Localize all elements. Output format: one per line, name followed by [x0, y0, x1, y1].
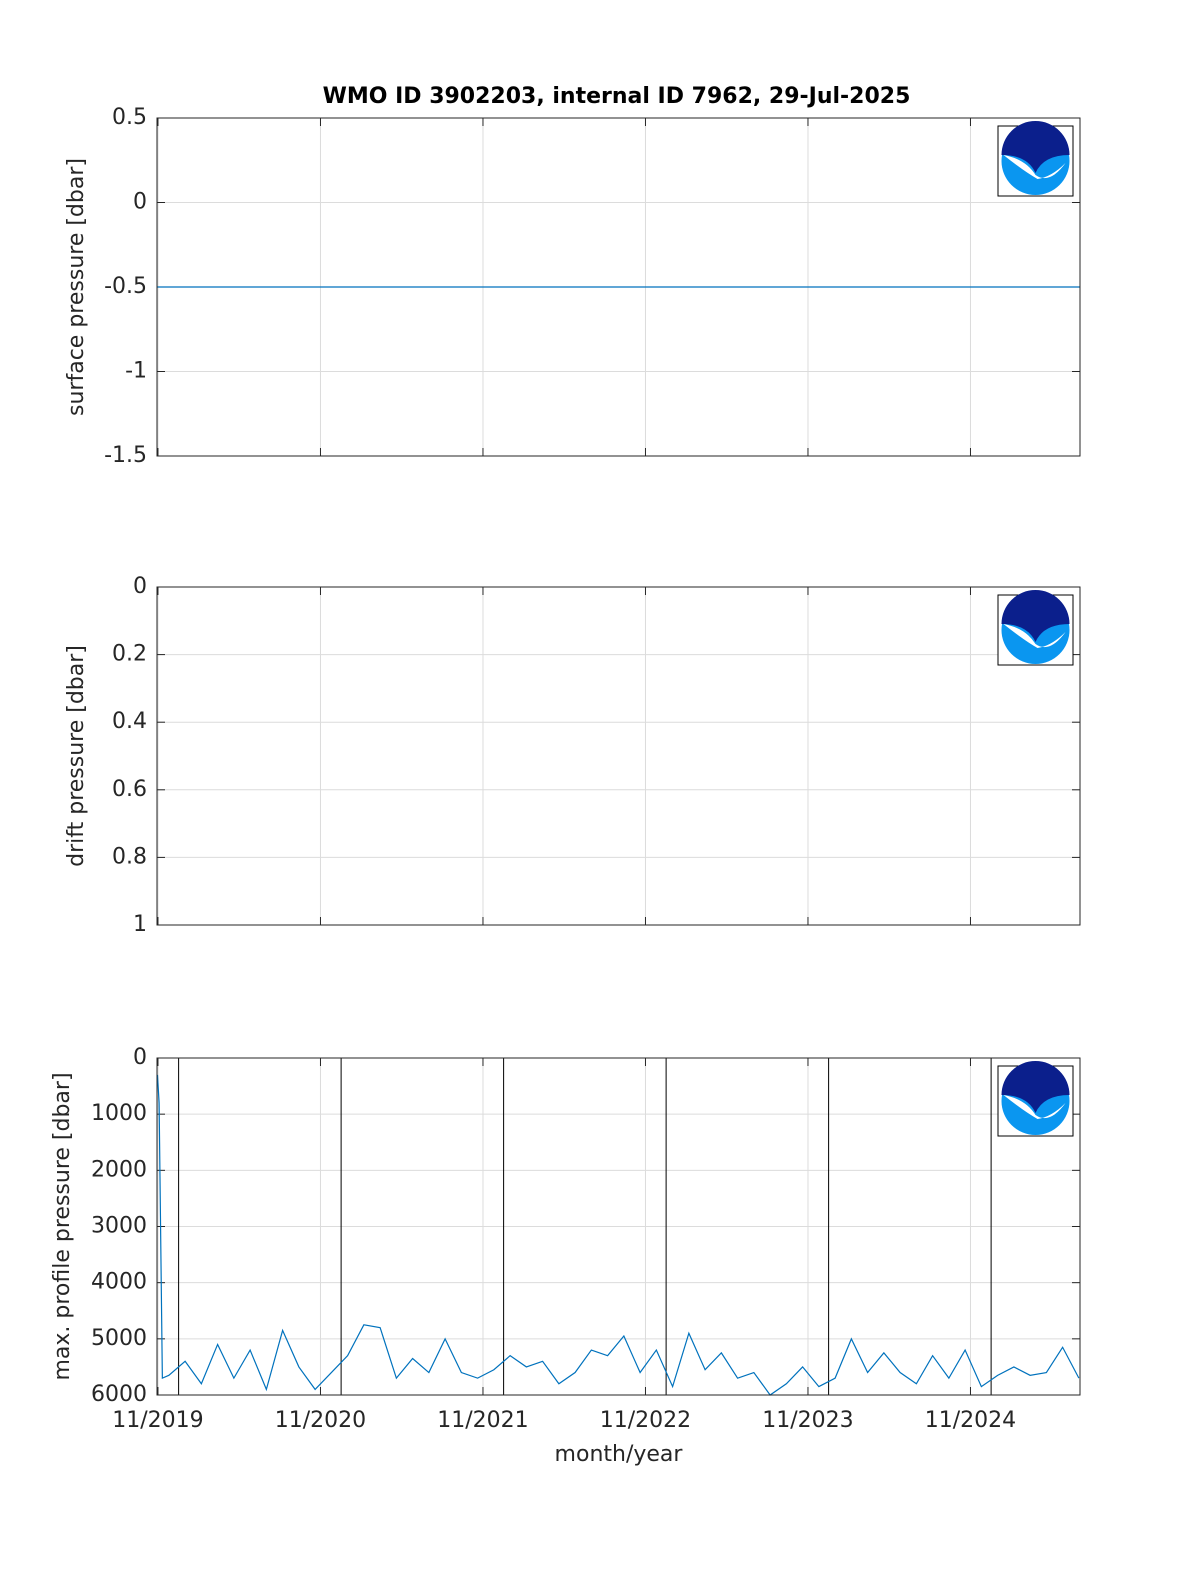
- y-tick-label: 3000: [91, 1214, 147, 1239]
- y-axis-label: surface pressure [dbar]: [64, 158, 89, 416]
- y-tick-label: 0.5: [112, 105, 147, 130]
- y-tick-label: -0.5: [104, 274, 147, 299]
- x-tick-label: 11/2019: [112, 1408, 203, 1433]
- noaa-logo: [997, 121, 1074, 197]
- noaa-logo: [997, 1061, 1074, 1137]
- y-tick-label: 0: [133, 190, 147, 215]
- y-tick-label: 2000: [91, 1157, 147, 1182]
- y-tick-label: -1.5: [104, 443, 147, 468]
- logo-swoosh: [1003, 624, 1066, 648]
- x-tick-label: 11/2021: [437, 1408, 528, 1433]
- axes-box: [156, 586, 1081, 926]
- y-tick-label: 0: [133, 574, 147, 599]
- logo-swoosh: [1003, 1095, 1066, 1119]
- y-tick-label: 0.8: [112, 844, 147, 869]
- y-tick-label: 0.2: [112, 642, 147, 667]
- y-tick-label: 5000: [91, 1326, 147, 1351]
- y-tick-label: 1: [133, 912, 147, 937]
- y-axis-label: max. profile pressure [dbar]: [50, 1072, 75, 1380]
- y-tick-label: 1000: [91, 1101, 147, 1126]
- y-tick-label: 4000: [91, 1270, 147, 1295]
- logo-label-box: [1021, 1077, 1050, 1088]
- x-tick-label: 11/2022: [600, 1408, 691, 1433]
- logo-label-box: [1021, 606, 1050, 617]
- y-tick-label: 6000: [91, 1382, 147, 1407]
- x-tick-label: 11/2020: [275, 1408, 366, 1433]
- data-line: [156, 1074, 1080, 1396]
- x-axis-label: month/year: [555, 1442, 684, 1467]
- x-tick-label: 11/2024: [925, 1408, 1016, 1433]
- y-tick-label: 0.6: [112, 777, 147, 802]
- plot-area: [157, 587, 1080, 925]
- y-tick-label: -1: [125, 359, 147, 384]
- y-tick-label: 0: [133, 1045, 147, 1070]
- noaa-logo: [997, 590, 1074, 666]
- y-tick-label: 0.4: [112, 709, 147, 734]
- axes-box: [156, 1057, 1081, 1396]
- axes-box: [156, 117, 1081, 457]
- logo-swoosh: [1003, 155, 1066, 179]
- y-axis-label: drift pressure [dbar]: [64, 645, 89, 867]
- chart-title: WMO ID 3902203, internal ID 7962, 29-Jul…: [323, 84, 911, 109]
- logo-label-box: [1021, 137, 1050, 148]
- x-tick-label: 11/2023: [762, 1408, 853, 1433]
